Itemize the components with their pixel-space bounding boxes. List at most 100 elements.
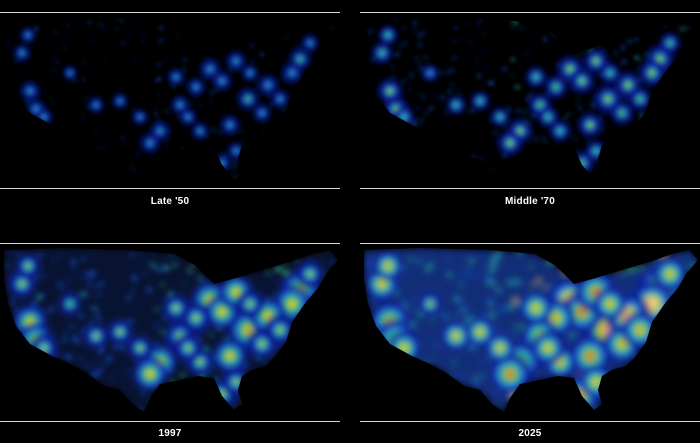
light-glow-spot xyxy=(121,136,125,140)
light-glow-spot xyxy=(161,283,164,286)
light-glow-spot xyxy=(603,151,607,155)
light-glow-spot xyxy=(659,249,666,256)
light-glow-spot xyxy=(459,308,465,314)
light-glow-spot xyxy=(632,382,637,387)
light-glow-spot xyxy=(627,264,631,268)
light-glow-spot xyxy=(225,25,229,29)
light-glow-spot xyxy=(662,332,665,335)
light-glow-spot xyxy=(287,117,290,121)
light-glow-spot xyxy=(447,356,450,359)
light-glow-spot xyxy=(666,328,671,333)
light-glow-spot xyxy=(234,59,238,63)
light-glow-spot xyxy=(210,334,213,338)
light-glow-spot xyxy=(408,256,414,262)
light-glow-spot xyxy=(460,38,464,41)
light-glow-spot xyxy=(215,149,218,152)
light-glow-spot xyxy=(577,269,580,273)
light-glow-spot xyxy=(138,115,142,119)
light-glow-spot xyxy=(404,304,408,308)
light-glow-spot xyxy=(199,376,205,382)
light-glow-spot xyxy=(72,259,77,264)
light-glow-spot xyxy=(20,51,24,55)
light-glow-spot xyxy=(479,393,483,396)
light-glow-spot xyxy=(190,263,194,267)
light-glow-spot xyxy=(603,122,606,125)
light-glow-spot xyxy=(638,97,642,101)
light-glow-spot xyxy=(202,114,205,117)
light-glow-spot xyxy=(492,320,497,324)
light-glow-spot xyxy=(39,369,43,373)
light-glow-spot xyxy=(78,399,83,403)
light-glow-spot xyxy=(69,33,73,36)
light-glow-spot xyxy=(516,249,521,254)
light-glow-spot xyxy=(372,377,377,383)
light-glow-spot xyxy=(276,266,282,272)
light-glow-spot xyxy=(516,174,521,179)
light-glow-spot xyxy=(516,249,521,253)
light-glow-spot xyxy=(55,376,61,381)
light-glow-spot xyxy=(193,380,198,385)
light-glow-spot xyxy=(412,124,417,128)
light-glow-spot xyxy=(374,362,378,366)
light-pollution-map-1997 xyxy=(4,248,338,412)
light-glow-spot xyxy=(681,27,685,31)
light-glow-spot xyxy=(693,284,698,288)
light-glow-spot xyxy=(643,146,646,149)
light-glow-spot xyxy=(171,381,176,386)
light-glow-spot xyxy=(445,259,451,264)
light-glow-spot xyxy=(82,114,85,117)
light-glow-spot xyxy=(684,370,687,374)
light-glow-spot xyxy=(595,43,598,46)
light-glow-spot xyxy=(16,388,20,392)
light-glow-spot xyxy=(484,67,488,70)
light-glow-spot xyxy=(228,23,231,26)
light-glow-spot xyxy=(689,256,692,259)
light-glow-spot xyxy=(140,27,143,30)
light-glow-spot xyxy=(369,60,372,63)
light-glow-spot xyxy=(418,33,423,37)
light-glow-spot xyxy=(627,28,630,32)
light-glow-spot xyxy=(395,53,400,57)
light-glow-spot xyxy=(56,60,60,64)
light-glow-spot xyxy=(509,180,514,181)
light-glow-spot xyxy=(671,383,676,389)
light-glow-spot xyxy=(482,250,485,254)
light-glow-spot xyxy=(370,138,374,143)
light-glow-spot xyxy=(650,178,653,181)
light-glow-spot xyxy=(208,330,212,334)
light-glow-spot xyxy=(212,25,215,28)
light-glow-spot xyxy=(43,353,46,355)
light-glow-spot xyxy=(372,103,376,107)
light-glow-spot xyxy=(208,179,212,181)
light-glow-spot xyxy=(429,107,433,111)
light-glow-spot xyxy=(252,370,258,375)
divider-bottom-left-upper xyxy=(0,243,340,244)
light-glow-spot xyxy=(415,32,418,35)
light-glow-spot xyxy=(146,287,152,292)
light-glow-spot xyxy=(102,167,105,171)
light-glow-spot xyxy=(249,411,252,412)
light-glow-spot xyxy=(209,100,213,104)
light-glow-spot xyxy=(251,163,255,167)
light-glow-spot xyxy=(53,182,55,184)
light-glow-spot xyxy=(619,341,625,347)
light-glow-spot xyxy=(260,24,264,28)
light-glow-spot xyxy=(220,79,224,83)
light-glow-spot xyxy=(680,330,687,336)
light-glow-spot xyxy=(306,391,311,396)
light-glow-spot xyxy=(464,307,469,313)
light-glow-spot xyxy=(524,404,531,411)
light-glow-spot xyxy=(568,271,571,274)
light-glow-spot xyxy=(299,406,302,409)
light-glow-spot xyxy=(41,169,44,171)
light-glow-spot xyxy=(557,359,563,365)
light-glow-spot xyxy=(634,150,638,154)
light-glow-spot xyxy=(251,164,254,167)
light-glow-spot xyxy=(394,175,398,179)
light-glow-spot xyxy=(677,358,682,363)
light-glow-spot xyxy=(387,373,390,376)
light-glow-spot xyxy=(325,377,328,380)
light-glow-spot xyxy=(392,142,396,146)
light-glow-spot xyxy=(447,380,451,384)
light-glow-spot xyxy=(304,324,308,328)
